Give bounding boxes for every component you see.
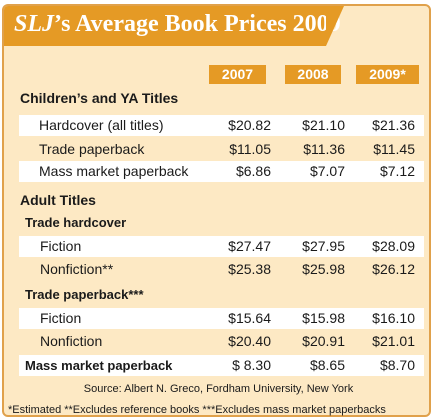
- price-2009: $8.70: [379, 357, 415, 373]
- row-label: Hardcover (all titles): [39, 117, 164, 133]
- price-2008: $27.95: [302, 238, 345, 254]
- price-2009: $11.45: [373, 141, 415, 157]
- footnote: *Estimated **Excludes reference books **…: [8, 404, 386, 416]
- row-label: Fiction: [40, 238, 82, 254]
- price-2007: $20.40: [228, 333, 271, 349]
- title-text: ’s Average Book Prices 2009: [54, 11, 341, 37]
- price-2008: $15.98: [302, 310, 345, 326]
- table-row: Trade paperback $11.05 $11.36 $11.45: [19, 139, 424, 160]
- price-2007: $25.38: [228, 261, 271, 277]
- trade-paperback-heading: Trade paperback***: [25, 287, 144, 302]
- price-2007: $6.86: [235, 163, 271, 179]
- table-row: Hardcover (all titles) $20.82 $21.10 $21…: [19, 115, 424, 136]
- trade-hardcover-heading: Trade hardcover: [25, 215, 127, 230]
- price-2007: $ 8.30: [232, 357, 271, 373]
- table-row: Mass market paperback $6.86 $7.07 $7.12: [19, 161, 424, 182]
- table-row: Fiction $27.47 $27.95 $28.09: [19, 236, 424, 257]
- price-2008: $7.07: [309, 163, 345, 179]
- year-header-2007: 2007: [209, 65, 266, 84]
- price-2007: $20.82: [228, 117, 271, 133]
- title-brand: SLJ: [14, 11, 55, 37]
- price-2007: $27.47: [228, 238, 271, 254]
- price-2007: $11.05: [229, 141, 271, 157]
- price-2008: $11.36: [303, 141, 345, 157]
- price-2009: $7.12: [379, 163, 415, 179]
- price-2009: $21.01: [372, 333, 415, 349]
- price-2009: $28.09: [372, 238, 415, 254]
- mass-market-heading: Mass market paperback: [25, 358, 173, 373]
- year-header-2009: 2009*: [356, 65, 419, 84]
- price-2008: $25.98: [302, 261, 345, 277]
- price-2009: $16.10: [372, 310, 415, 326]
- adult-section-heading: Adult Titles: [20, 192, 96, 208]
- price-2008: $21.10: [302, 117, 345, 133]
- price-2009: $26.12: [372, 261, 415, 277]
- source-note: Source: Albert N. Greco, Fordham Univers…: [83, 383, 354, 395]
- price-2009: $21.36: [372, 117, 415, 133]
- price-table-panel: SLJ’s Average Book Prices 2009 2007 2008…: [2, 4, 431, 417]
- page-title: SLJ’s Average Book Prices 2009: [14, 11, 341, 38]
- row-label: Trade paperback: [39, 141, 145, 157]
- title-banner: SLJ’s Average Book Prices 2009: [4, 6, 344, 46]
- table-row: Nonfiction $20.40 $20.91 $21.01: [19, 331, 424, 352]
- row-label: Nonfiction: [40, 333, 103, 349]
- children-section-heading: Children’s and YA Titles: [20, 90, 179, 106]
- table-row: Fiction $15.64 $15.98 $16.10: [19, 308, 424, 329]
- year-header-2008: 2008: [285, 65, 341, 84]
- table-row: Mass market paperback $ 8.30 $8.65 $8.70: [19, 355, 424, 376]
- price-2007: $15.64: [228, 310, 271, 326]
- row-label: Mass market paperback: [39, 163, 189, 179]
- price-2008: $20.91: [302, 333, 345, 349]
- row-label: Fiction: [40, 310, 82, 326]
- price-2008: $8.65: [309, 357, 345, 373]
- row-label: Nonfiction**: [40, 261, 114, 277]
- table-row: Nonfiction** $25.38 $25.98 $26.12: [19, 259, 424, 280]
